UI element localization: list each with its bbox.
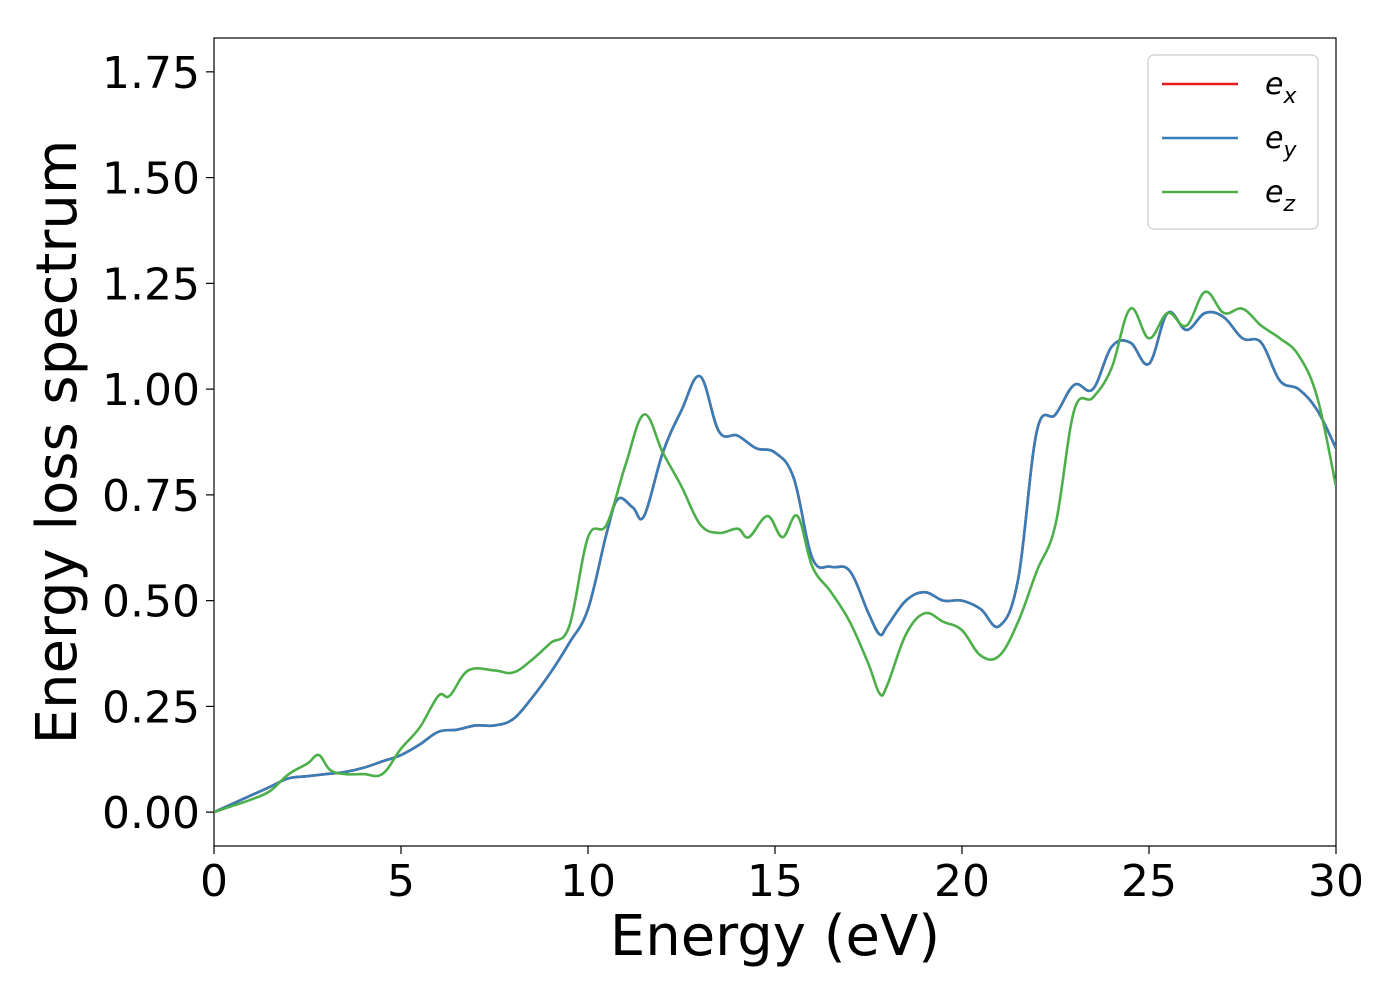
y-tick-label: 1.50 [102,154,200,205]
series-line-e-z [214,290,1336,814]
x-axis-label: Energy (eV) [610,904,940,969]
legend-label-base: e [1265,121,1283,156]
series-lines [214,290,1336,814]
legend-label-sub: z [1282,192,1295,217]
y-tick-label: 0.25 [102,682,200,733]
x-axis-ticks: 0 5 10 15 20 25 30 [200,846,1364,907]
y-tick-label: 1.75 [102,48,200,99]
x-tick-label: 10 [560,856,616,907]
legend-label-sub: y [1282,138,1297,163]
y-tick-label: 1.25 [102,259,200,310]
x-tick-label: 5 [387,856,415,907]
x-tick-label: 30 [1308,856,1364,907]
y-axis-label: Energy loss spectrum [25,140,90,745]
y-tick-label: 0.75 [102,471,200,522]
legend-label-base: e [1265,175,1283,210]
y-tick-label: 1.00 [102,365,200,416]
series-line-e-y [214,310,1336,814]
legend-label-e-x: ex [1265,67,1297,109]
legend-label-sub: x [1282,84,1297,109]
legend-box [1147,54,1319,230]
y-axis-ticks: 0.00 0.25 0.50 0.75 1.00 1.25 1.50 1.75 [102,48,214,839]
legend-label-e-z: ez [1265,175,1295,217]
x-tick-label: 0 [200,856,228,907]
y-tick-label: 0.50 [102,577,200,628]
legend-label-e-y: ey [1265,121,1297,163]
x-tick-label: 20 [934,856,990,907]
legend-label-base: e [1265,67,1283,102]
y-tick-label: 0.00 [102,788,200,839]
x-tick-label: 25 [1121,856,1177,907]
x-tick-label: 15 [747,856,803,907]
